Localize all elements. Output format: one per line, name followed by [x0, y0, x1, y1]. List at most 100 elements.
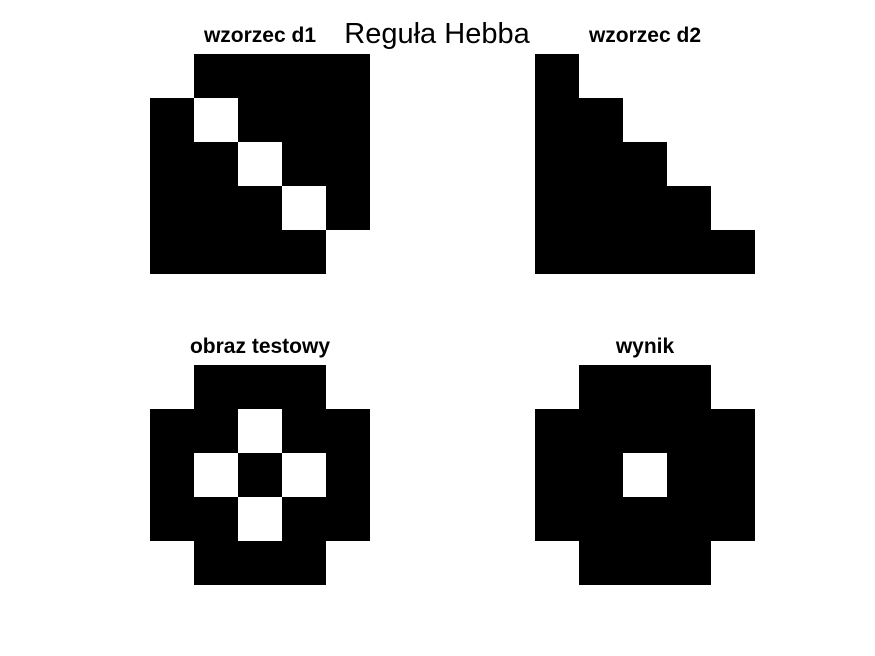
empty-cell: [711, 365, 755, 409]
filled-cell: [194, 409, 238, 453]
filled-cell: [326, 142, 370, 186]
panel-result-title: wynik: [615, 335, 675, 358]
empty-cell: [194, 453, 238, 497]
filled-cell: [623, 497, 667, 541]
filled-cell: [282, 142, 326, 186]
filled-cell: [194, 541, 238, 585]
filled-cell: [150, 497, 194, 541]
empty-cell: [326, 541, 370, 585]
filled-cell: [150, 186, 194, 230]
empty-cell: [535, 541, 579, 585]
filled-cell: [238, 54, 282, 98]
filled-cell: [282, 497, 326, 541]
filled-cell: [535, 142, 579, 186]
filled-cell: [238, 98, 282, 142]
filled-cell: [667, 497, 711, 541]
filled-cell: [711, 230, 755, 274]
filled-cell: [579, 230, 623, 274]
filled-cell: [667, 230, 711, 274]
empty-cell: [711, 186, 755, 230]
filled-cell: [194, 186, 238, 230]
filled-cell: [326, 98, 370, 142]
filled-cell: [282, 230, 326, 274]
filled-cell: [238, 541, 282, 585]
filled-cell: [579, 186, 623, 230]
panel-test-title: obraz testowy: [189, 335, 331, 358]
filled-cell: [194, 497, 238, 541]
filled-cell: [535, 98, 579, 142]
filled-cell: [282, 54, 326, 98]
filled-cell: [579, 541, 623, 585]
empty-cell: [535, 365, 579, 409]
pattern-grid-test: [150, 365, 370, 585]
empty-cell: [150, 54, 194, 98]
filled-cell: [623, 409, 667, 453]
panel-d2-title: wzorzec d2: [588, 24, 702, 47]
panel-d2: wzorzec d2: [535, 24, 755, 274]
empty-cell: [326, 230, 370, 274]
filled-cell: [282, 98, 326, 142]
filled-cell: [667, 541, 711, 585]
filled-cell: [326, 497, 370, 541]
filled-cell: [535, 497, 579, 541]
filled-cell: [150, 98, 194, 142]
empty-cell: [667, 54, 711, 98]
empty-cell: [238, 409, 282, 453]
empty-cell: [711, 142, 755, 186]
empty-cell: [238, 142, 282, 186]
filled-cell: [535, 54, 579, 98]
filled-cell: [579, 142, 623, 186]
filled-cell: [623, 230, 667, 274]
filled-cell: [150, 453, 194, 497]
empty-cell: [326, 365, 370, 409]
filled-cell: [150, 230, 194, 274]
filled-cell: [711, 409, 755, 453]
empty-cell: [623, 453, 667, 497]
filled-cell: [194, 230, 238, 274]
filled-cell: [579, 365, 623, 409]
filled-cell: [623, 186, 667, 230]
filled-cell: [579, 98, 623, 142]
filled-cell: [150, 142, 194, 186]
filled-cell: [667, 186, 711, 230]
empty-cell: [667, 142, 711, 186]
filled-cell: [535, 230, 579, 274]
panel-d1: wzorzec d1: [150, 24, 370, 274]
filled-cell: [667, 409, 711, 453]
filled-cell: [194, 54, 238, 98]
empty-cell: [623, 98, 667, 142]
filled-cell: [667, 453, 711, 497]
empty-cell: [579, 54, 623, 98]
filled-cell: [282, 541, 326, 585]
empty-cell: [711, 98, 755, 142]
filled-cell: [238, 453, 282, 497]
empty-cell: [194, 98, 238, 142]
filled-cell: [579, 497, 623, 541]
filled-cell: [282, 365, 326, 409]
pattern-grid-d1: [150, 54, 370, 274]
empty-cell: [282, 453, 326, 497]
empty-cell: [150, 365, 194, 409]
filled-cell: [535, 186, 579, 230]
filled-cell: [326, 54, 370, 98]
filled-cell: [535, 409, 579, 453]
pattern-grid-d2: [535, 54, 755, 274]
panel-test: obraz testowy: [150, 335, 370, 585]
filled-cell: [238, 186, 282, 230]
empty-cell: [711, 54, 755, 98]
filled-cell: [711, 453, 755, 497]
panel-result: wynik: [535, 335, 755, 585]
filled-cell: [623, 142, 667, 186]
filled-cell: [326, 453, 370, 497]
filled-cell: [579, 409, 623, 453]
filled-cell: [623, 365, 667, 409]
filled-cell: [194, 365, 238, 409]
filled-cell: [326, 409, 370, 453]
empty-cell: [623, 54, 667, 98]
empty-cell: [150, 541, 194, 585]
filled-cell: [667, 365, 711, 409]
empty-cell: [711, 541, 755, 585]
filled-cell: [238, 365, 282, 409]
empty-cell: [282, 186, 326, 230]
empty-cell: [667, 98, 711, 142]
